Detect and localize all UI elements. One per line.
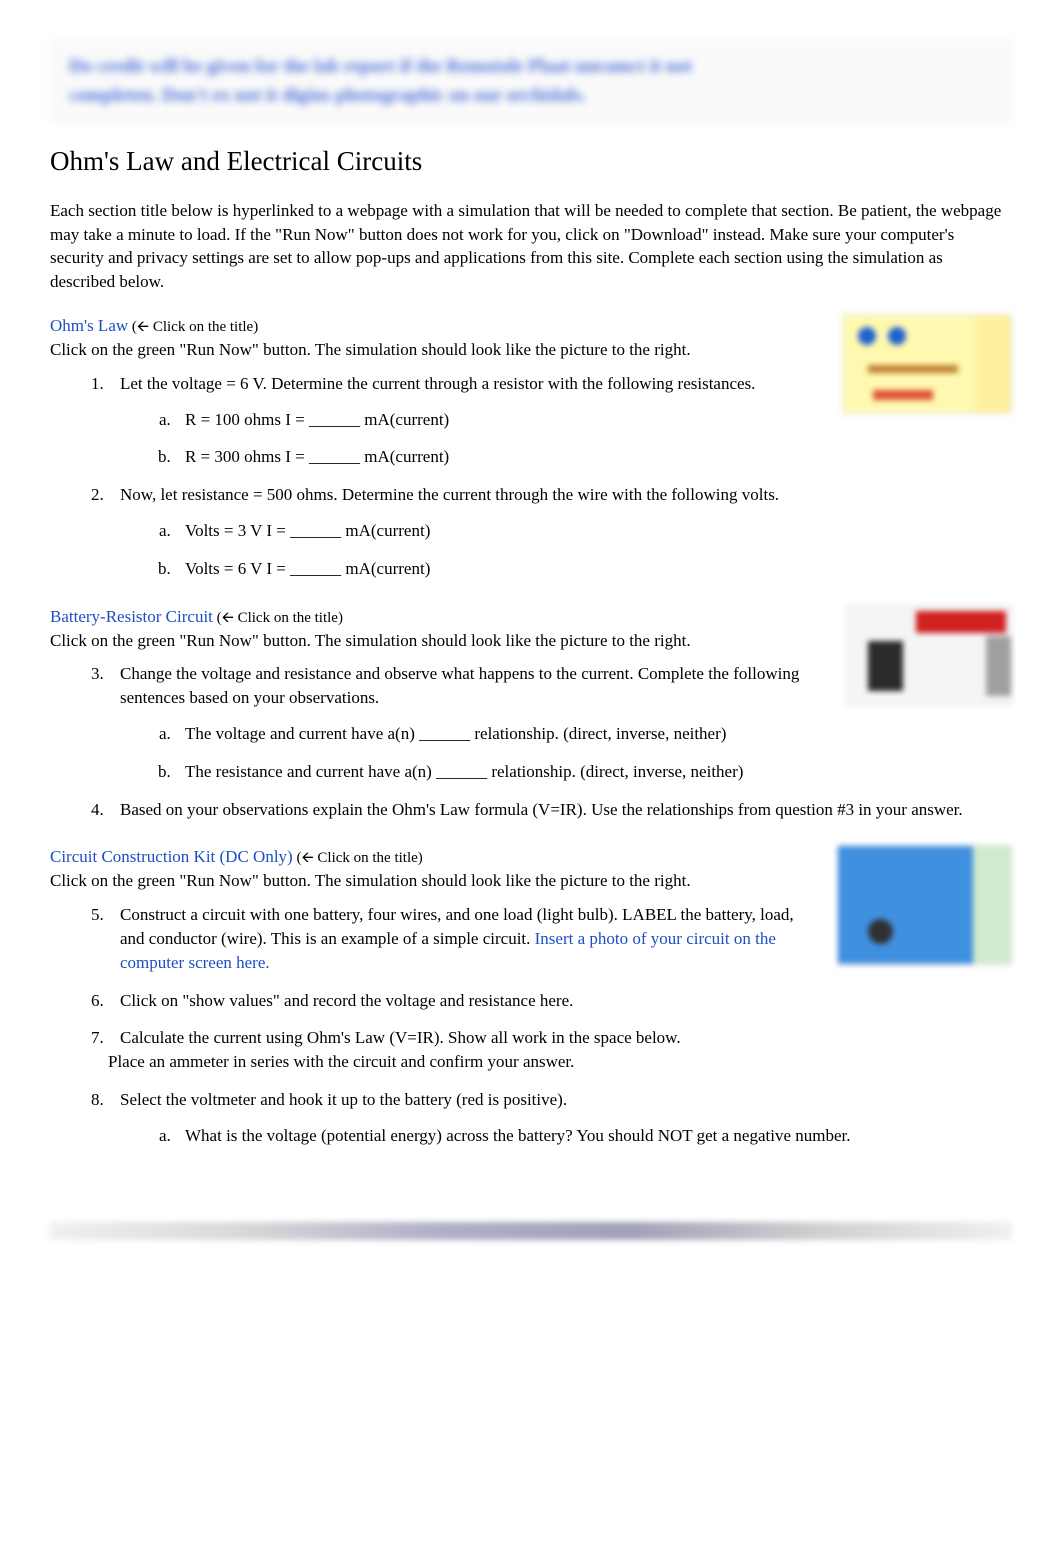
- question-2: Now, let resistance = 500 ohms. Determin…: [108, 483, 1012, 580]
- q8-text: Select the voltmeter and hook it up to t…: [120, 1090, 567, 1109]
- click-hint-3: (🡨 Click on the title): [293, 850, 423, 866]
- bottom-blur-bar: [50, 1222, 1012, 1240]
- ohms-law-sim-thumbnail: [842, 314, 1012, 414]
- q2-text: Now, let resistance = 500 ohms. Determin…: [120, 485, 779, 504]
- q2-a: Volts = 3 V I = ______ mA(current): [175, 519, 1012, 543]
- click-hint-2: (🡨 Click on the title): [213, 610, 343, 626]
- q3-a: The voltage and current have a(n) ______…: [175, 722, 1012, 746]
- blur-line-1: Do credit will be given for the lab repo…: [69, 53, 993, 82]
- q8-a: What is the voltage (potential energy) a…: [175, 1124, 1012, 1148]
- q4-text: Based on your observations explain the O…: [120, 800, 963, 819]
- blurred-notice-box: Do credit will be given for the lab repo…: [50, 40, 1012, 123]
- q3-text: Change the voltage and resistance and ob…: [120, 664, 799, 707]
- blur-line-2: completen. Don't ex not it digins photog…: [69, 82, 993, 111]
- question-8: Select the voltmeter and hook it up to t…: [108, 1088, 1012, 1148]
- circuit-kit-thumbnail: [837, 845, 1012, 965]
- q1-text: Let the voltage = 6 V. Determine the cur…: [120, 374, 755, 393]
- q6-text: Click on "show values" and record the vo…: [120, 991, 573, 1010]
- battery-resistor-link[interactable]: Battery-Resistor Circuit: [50, 607, 213, 626]
- q2-b: Volts = 6 V I = ______ mA(current): [175, 557, 1012, 581]
- circuit-kit-link[interactable]: Circuit Construction Kit (DC Only): [50, 847, 293, 866]
- question-6: Click on "show values" and record the vo…: [108, 989, 1012, 1013]
- q7-text2: Place an ammeter in series with the circ…: [108, 1052, 574, 1071]
- q3-b: The resistance and current have a(n) ___…: [175, 760, 1012, 784]
- q1-b: R = 300 ohms I = ______ mA(current): [175, 445, 1012, 469]
- page-title: Ohm's Law and Electrical Circuits: [50, 143, 1012, 181]
- ohms-law-link[interactable]: Ohm's Law: [50, 316, 128, 335]
- intro-text: Each section title below is hyperlinked …: [50, 199, 1012, 294]
- q7-text: Calculate the current using Ohm's Law (V…: [120, 1028, 681, 1047]
- click-hint-1: (🡨 Click on the title): [128, 319, 258, 335]
- battery-resistor-thumbnail: [847, 605, 1012, 705]
- question-7: Calculate the current using Ohm's Law (V…: [108, 1026, 1012, 1074]
- question-4: Based on your observations explain the O…: [108, 798, 1012, 822]
